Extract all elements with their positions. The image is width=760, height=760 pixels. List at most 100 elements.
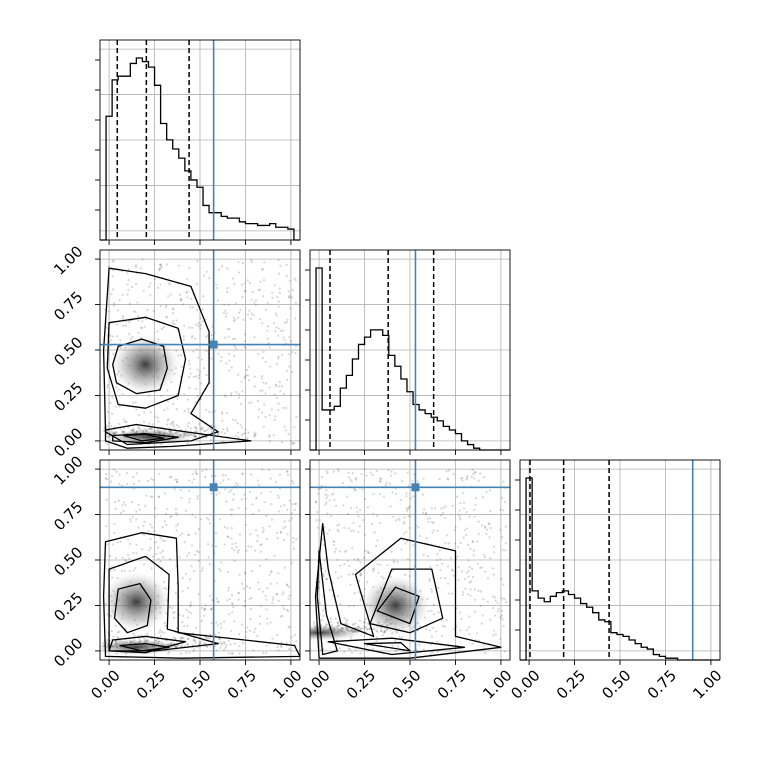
scatter-point — [411, 479, 414, 482]
scatter-point — [496, 610, 500, 613]
scatter-point — [109, 424, 113, 428]
scatter-point — [260, 411, 264, 414]
scatter-point — [195, 348, 198, 351]
scatter-point — [474, 471, 477, 474]
scatter-point — [237, 436, 240, 439]
scatter-point — [210, 492, 213, 495]
scatter-point — [473, 610, 477, 613]
scatter-point — [170, 475, 173, 479]
scatter-point — [111, 260, 114, 263]
scatter-point — [429, 565, 432, 568]
scatter-point — [431, 531, 434, 534]
scatter-point — [358, 619, 362, 622]
scatter-point — [217, 268, 220, 271]
scatter-point — [141, 320, 144, 323]
scatter-point — [186, 425, 190, 428]
scatter-point — [240, 426, 244, 429]
scatter-point — [432, 521, 435, 525]
scatter-point — [181, 636, 184, 639]
scatter-point — [359, 652, 362, 655]
scatter-point — [268, 413, 271, 417]
scatter-point — [371, 473, 374, 477]
scatter-point — [206, 334, 209, 337]
scatter-point — [430, 635, 434, 638]
scatter-point — [241, 472, 244, 475]
scatter-point — [473, 588, 477, 591]
scatter-point — [322, 609, 325, 612]
scatter-point — [194, 401, 197, 404]
x-tick-label: 0.00 — [507, 666, 543, 702]
scatter-point — [501, 618, 504, 621]
scatter-point — [355, 506, 358, 509]
scatter-point — [386, 564, 389, 567]
scatter-point — [111, 576, 114, 579]
scatter-point — [488, 536, 491, 539]
scatter-point — [125, 471, 129, 475]
scatter-point — [459, 501, 462, 504]
scatter-point — [255, 497, 258, 500]
scatter-point — [160, 327, 164, 331]
scatter-point — [191, 513, 194, 516]
scatter-point — [270, 518, 274, 521]
scatter-point — [277, 402, 280, 405]
scatter-point — [105, 525, 108, 528]
scatter-point — [256, 634, 259, 638]
scatter-point — [366, 506, 370, 509]
scatter-point — [325, 623, 328, 626]
scatter-point — [444, 516, 447, 519]
scatter-point — [259, 318, 262, 321]
scatter-point — [265, 514, 268, 518]
scatter-point — [466, 593, 469, 596]
scatter-point — [228, 359, 231, 362]
scatter-point — [263, 403, 266, 406]
y-tick-label: 0.25 — [50, 589, 86, 625]
panel-body — [310, 460, 510, 660]
scatter-point — [431, 651, 435, 654]
scatter-point — [122, 510, 125, 513]
scatter-point — [184, 651, 188, 654]
scatter-point — [180, 354, 183, 357]
scatter-point — [249, 618, 252, 621]
scatter-point — [201, 426, 204, 430]
truth-marker — [209, 483, 218, 492]
scatter-point — [403, 516, 406, 519]
scatter-point — [416, 480, 419, 483]
scatter-point — [484, 525, 487, 528]
scatter-point — [127, 321, 131, 324]
scatter-point — [114, 500, 117, 504]
scatter-point — [174, 507, 178, 511]
scatter-point — [185, 608, 188, 611]
scatter-point — [260, 377, 264, 380]
scatter-point — [105, 498, 108, 501]
scatter-point — [336, 524, 339, 527]
scatter-point — [259, 543, 262, 547]
scatter-point — [265, 537, 268, 541]
scatter-point — [226, 327, 229, 331]
scatter-point — [228, 327, 231, 331]
scatter-point — [187, 638, 190, 641]
scatter-point — [231, 652, 234, 655]
scatter-point — [492, 573, 496, 576]
scatter-point — [166, 423, 169, 426]
scatter-point — [253, 435, 256, 438]
scatter-point — [247, 374, 250, 377]
x-tick-label: 0.25 — [133, 666, 169, 702]
scatter-point — [293, 426, 296, 429]
scatter-point — [286, 608, 289, 611]
scatter-point — [408, 526, 412, 529]
scatter-point — [342, 504, 345, 507]
scatter-point — [194, 626, 198, 629]
scatter-point — [207, 277, 211, 280]
scatter-point — [208, 410, 211, 414]
scatter-point — [275, 363, 279, 366]
scatter-point — [436, 564, 439, 567]
scatter-point — [214, 409, 217, 412]
scatter-point — [350, 480, 353, 483]
scatter-point — [117, 388, 120, 391]
scatter-point — [257, 483, 261, 486]
scatter-point — [224, 488, 227, 491]
scatter-point — [493, 551, 496, 554]
scatter-point — [459, 477, 462, 480]
scatter-point — [348, 565, 351, 568]
scatter-point — [248, 490, 252, 493]
